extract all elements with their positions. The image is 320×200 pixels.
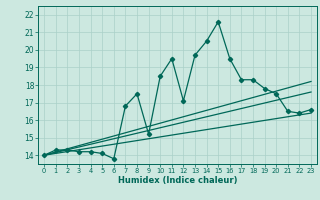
X-axis label: Humidex (Indice chaleur): Humidex (Indice chaleur) bbox=[118, 176, 237, 185]
